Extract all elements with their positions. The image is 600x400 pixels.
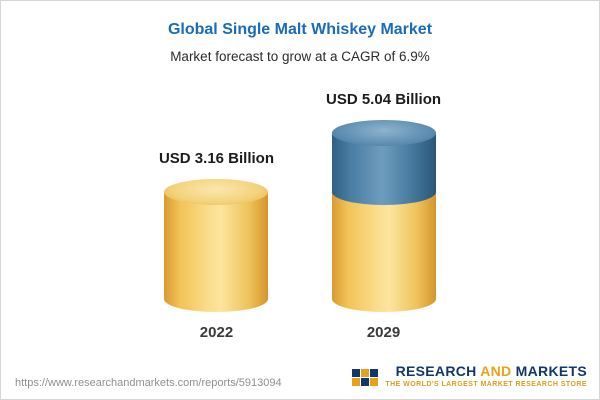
logo-text: RESEARCH AND MARKETS THE WORLD'S LARGEST… bbox=[385, 362, 587, 389]
bar-chart: USD 3.16 Billion 2022 USD 5.04 Billion 2… bbox=[1, 91, 599, 341]
logo-tagline: THE WORLD'S LARGEST MARKET RESEARCH STOR… bbox=[385, 381, 587, 389]
chart-title: Global Single Malt Whiskey Market bbox=[167, 21, 433, 38]
chart-subtitle: Market forecast to grow at a CAGR of 6.9… bbox=[170, 49, 430, 64]
bar-2029-base bbox=[331, 191, 436, 312]
source-url-link[interactable]: https://www.researchandmarkets.com/repor… bbox=[15, 377, 282, 389]
bar-group-2022: USD 3.16 Billion 2022 bbox=[159, 150, 274, 341]
footer: https://www.researchandmarkets.com/repor… bbox=[15, 362, 587, 389]
bar-value-label-2029: USD 5.04 Billion bbox=[326, 91, 442, 109]
research-and-markets-logo: RESEARCH AND MARKETS THE WORLD'S LARGEST… bbox=[352, 362, 587, 389]
logo-wordmark: RESEARCH AND MARKETS bbox=[385, 362, 587, 379]
bar-group-2029: USD 5.04 Billion 2029 bbox=[326, 91, 441, 341]
cylinder-2029 bbox=[331, 120, 436, 312]
logo-word-research: RESEARCH bbox=[395, 362, 477, 379]
chart-header: Global Single Malt Whiskey Market Market… bbox=[1, 1, 599, 64]
cylinder-top-2029 bbox=[331, 120, 436, 147]
logo-flag-icon bbox=[352, 369, 379, 386]
logo-word-markets: MARKETS bbox=[515, 362, 587, 379]
bar-2022-body bbox=[164, 191, 269, 312]
cylinder-2022 bbox=[164, 178, 269, 312]
bar-category-2022: 2022 bbox=[199, 324, 234, 341]
logo-word-and: AND bbox=[480, 362, 512, 379]
bar-category-2029: 2029 bbox=[366, 324, 401, 341]
cylinder-top-2022 bbox=[164, 178, 269, 205]
bar-value-label-2022: USD 3.16 Billion bbox=[158, 149, 274, 167]
